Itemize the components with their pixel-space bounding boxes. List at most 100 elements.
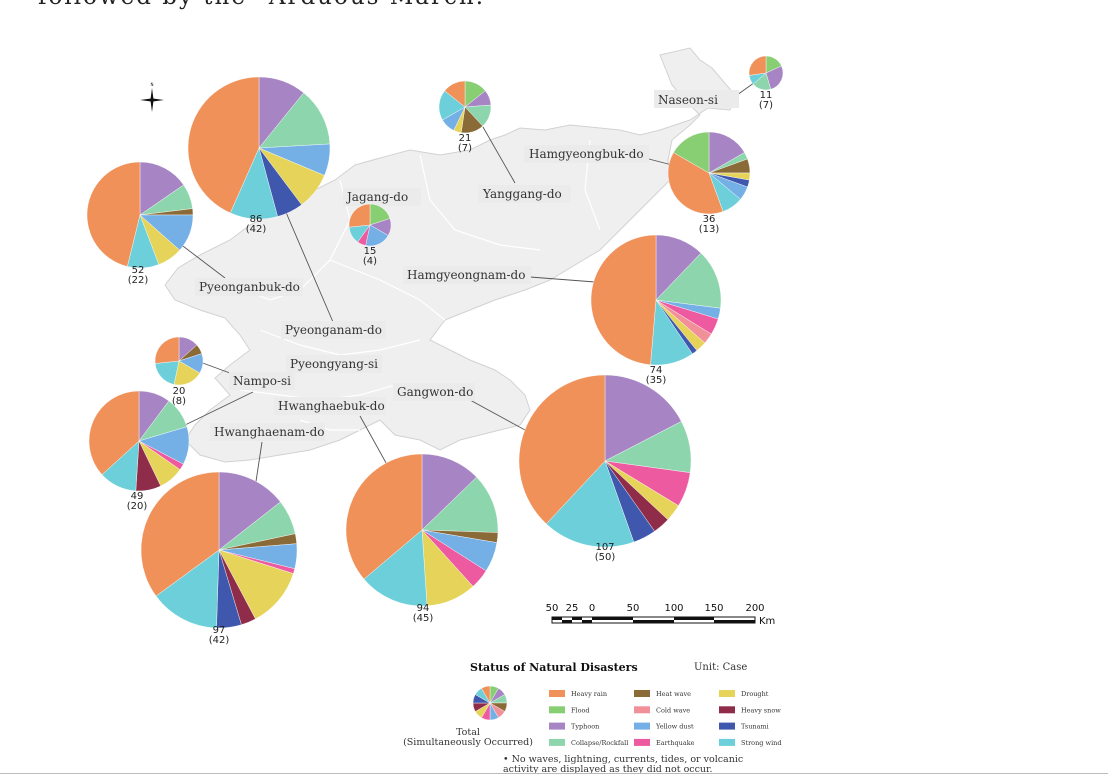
pie-pyeonganam-do: 86(42) (187, 76, 331, 235)
pie-simultaneous-label: (45) (413, 613, 434, 624)
legend-label-typhoon: Typhoon (571, 723, 599, 731)
legend-swatch-collapse (549, 738, 565, 746)
pie-charts: 11(7)21(7)36(13)15(4)52(22)86(42)74(35)2… (86, 55, 784, 721)
north-arrow-icon: N (140, 82, 164, 112)
label-hwanghaebuk: Hwanghaebuk-do (278, 399, 385, 413)
pie-simultaneous-label: (35) (646, 375, 667, 386)
label-pyeongyang: Pyeongyang-si (290, 357, 378, 371)
legend-label-earthquake: Earthquake (656, 739, 695, 747)
legend-swatch-heavy_snow (719, 706, 735, 714)
pie-simultaneous-label: (50) (595, 552, 616, 563)
bottom-divider (0, 773, 1108, 774)
scale-tick-label: 0 (589, 603, 595, 614)
caption-text: followed by the "Arduous March." (38, 0, 498, 10)
legend-label-strong_wind: Strong wind (741, 739, 782, 747)
legend-label-heavy_rain: Heavy rain (571, 690, 607, 698)
pie-slice-heavy_rain (88, 390, 140, 475)
label-hamgyeongbuk: Hamgyeongbuk-do (529, 147, 644, 161)
scale-tick-label: 25 (566, 603, 579, 614)
scale-tick-label: 150 (704, 603, 723, 614)
pie-slice-heavy_rain (748, 55, 767, 76)
pie-total-label: 107 (595, 542, 614, 553)
scale-tick-label: 50 (546, 603, 559, 614)
pie-slice-heavy_rain (444, 80, 466, 108)
pie-slice-heavy_rain (348, 203, 371, 228)
svg-text:N: N (151, 82, 154, 87)
legend-label-heat_wave: Heat wave (656, 690, 691, 698)
pie-slice-strong_wind (363, 529, 428, 607)
legend-swatch-strong_wind (719, 738, 735, 746)
pie-slice-heavy_rain (481, 685, 491, 704)
pie-hamgyeongnam-do: 74(35) (590, 234, 722, 386)
pie-naseon-si: 11(7) (748, 55, 784, 111)
pie-simultaneous-label: (42) (209, 635, 230, 646)
legend-label-collapse: Collapse/Rockfall (571, 739, 628, 747)
pie-yanggang-do: 21(7) (438, 80, 492, 154)
legend-swatch-flood (549, 706, 565, 714)
pie-total-label: 21 (459, 133, 472, 144)
scale-bar: 50 25 0 50 100 150 200 Km (546, 603, 776, 627)
label-naseon: Naseon-si (658, 93, 718, 107)
pie-simultaneous-label: (4) (363, 256, 377, 267)
legend-title: Status of Natural Disasters (470, 661, 638, 674)
pie-slice-heavy_rain (518, 374, 606, 525)
pie-simultaneous-label: (42) (246, 224, 267, 235)
label-pyeonganbuk: Pyeonganbuk-do (199, 280, 300, 294)
pie-total-label: 36 (703, 214, 716, 225)
scale-tick-label: 200 (745, 603, 764, 614)
pie-slice-heavy_rain (154, 336, 180, 364)
pie-total-label: 15 (364, 246, 377, 257)
label-jagang: Jagang-do (345, 190, 408, 204)
pie-slice-typhoon (604, 374, 682, 462)
pie-slice-typhoon (139, 161, 184, 216)
pie-simultaneous-label: (22) (128, 275, 149, 286)
pie-slice-drought (218, 549, 294, 620)
region-labels: Naseon-si Hamgyeongbuk-do Yanggang-do Ja… (195, 90, 739, 441)
pie-hwanghaenam-do-large: 97(42) (140, 471, 298, 646)
label-hamgyeongnam: Hamgyeongnam-do (407, 268, 525, 282)
legend-swatch-drought (719, 690, 735, 697)
legend-label-cold_wave: Cold wave (656, 706, 690, 714)
legend-label-tsunami: Tsunami (741, 723, 769, 731)
pie-simultaneous-label: (20) (127, 501, 148, 512)
label-yanggang: Yanggang-do (482, 187, 562, 201)
pie-slice-flood (673, 131, 710, 174)
legend-total-label: Total (456, 727, 480, 738)
legend-label-flood: Flood (571, 706, 590, 714)
pie-total-label: 94 (417, 603, 430, 614)
legend-note-1: • No waves, lightning, currents, tides, … (503, 754, 743, 765)
legend-swatch-cold_wave (634, 706, 650, 714)
legend-swatch-earthquake (634, 738, 650, 746)
pie-total-label: 86 (250, 214, 263, 225)
legend-total-sublabel: (Simultaneously Occurred) (403, 737, 533, 748)
pie-simultaneous-label: (8) (172, 396, 186, 407)
pie-slice-typhoon (218, 471, 281, 551)
pie-total-label: 49 (131, 491, 144, 502)
pie-slice-collapse (258, 92, 331, 149)
pie-slice-collapse (655, 252, 722, 309)
pie-simultaneous-label: (13) (699, 224, 720, 235)
label-hwanghaenam: Hwanghaenam-do (214, 425, 325, 439)
pie-hamgyeongbuk-do: 36(13) (667, 131, 751, 235)
pie-slice-strong_wind (546, 460, 635, 548)
pie-slice-heavy_rain (187, 76, 260, 214)
pie-slice-heavy_rain (667, 152, 724, 215)
pie-total-label: 20 (173, 386, 186, 397)
label-pyeonganam: Pyeonganam-do (285, 323, 382, 337)
pie-simultaneous-label: (7) (458, 143, 472, 154)
legend-label-heavy_snow: Heavy snow (741, 706, 781, 714)
pie-slice-heavy_rain (345, 453, 423, 580)
pie-hwanghaebuk-do: 94(45) (345, 453, 499, 624)
pie-jagang-do: 15(4) (348, 203, 392, 267)
legend-note-2: activity are displayed as they did not o… (503, 764, 713, 775)
pie-total-label: 74 (650, 365, 663, 376)
pie-pyeonganbuk-do: 52(22) (86, 161, 194, 286)
pie-slice-typhoon (708, 131, 745, 174)
pie-hwanghaenam-do: 49(20) (88, 390, 190, 512)
legend-swatch-heavy_rain (549, 690, 565, 697)
pie-total-label: 52 (132, 265, 145, 276)
pie-slice-strong_wind (155, 549, 220, 629)
legend-swatch-tsunami (719, 722, 735, 730)
legend-label-drought: Drought (741, 690, 769, 698)
